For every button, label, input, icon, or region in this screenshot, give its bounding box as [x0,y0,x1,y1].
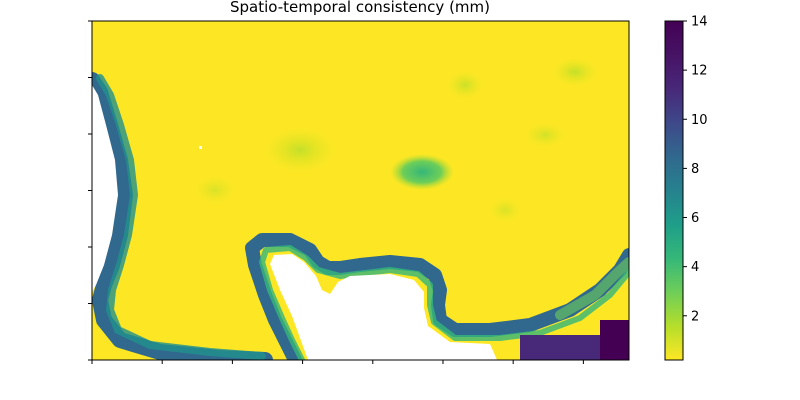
colorbar-tick-label: 14 [691,15,708,30]
x-axis-ticks [91,360,584,364]
y-axis-ticks [88,20,92,361]
bay-border-outer [245,233,629,360]
chart-title: Spatio-temporal consistency (mm) [230,0,490,16]
heatmap-patch [525,123,565,147]
colorbar-ticks: 2 4 6 8 10 12 14 [683,15,708,324]
missing-data-pixel [199,146,202,149]
colorbar-tick-label: 4 [691,260,699,275]
colorbar-tick-label: 6 [691,211,699,226]
right-border-gradient [555,257,629,320]
bay-border-inner [259,245,629,360]
missing-data-bay [270,254,497,360]
colorbar-tick-label: 12 [691,64,708,79]
heatmap-patch [265,128,335,172]
colorbar [664,20,684,361]
colorbar-tick-label: 8 [691,162,699,177]
heatmap-patch [553,58,597,86]
colorbar-tick-label: 10 [691,113,708,128]
missing-data-west [92,85,118,292]
heatmap-patch [447,71,483,99]
bottom-right-dark-band [600,320,629,360]
heatmap-blob [390,154,454,190]
coastal-border-outer [92,72,273,360]
coastal-border-inner [96,74,266,360]
colorbar-tick-label: 2 [691,309,699,324]
heatmap-patch [489,198,521,222]
heatmap-patch [195,176,235,204]
heatmap-field [92,21,629,360]
